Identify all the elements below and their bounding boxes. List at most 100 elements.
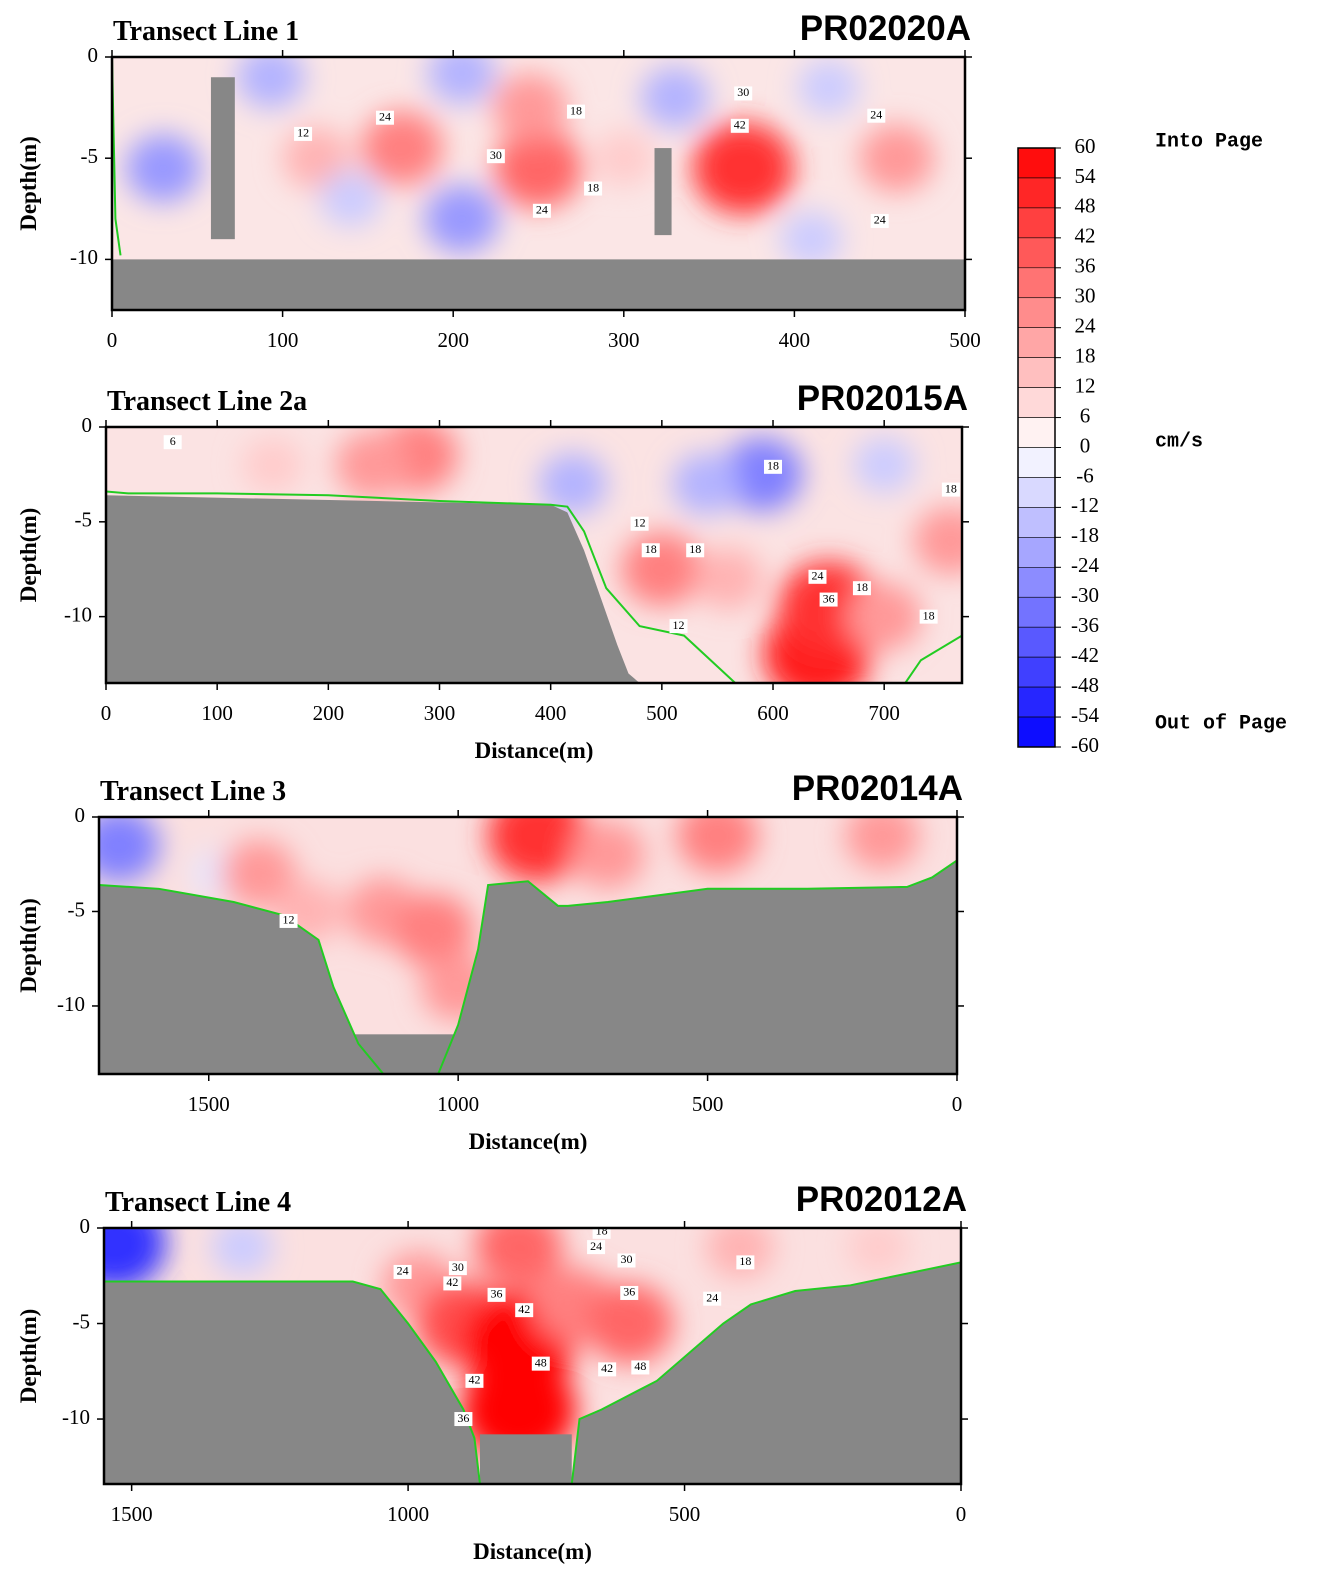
velocity-patch [913,506,962,575]
y-tick-label: 0 [75,803,86,827]
contour-label: 12 [673,618,685,632]
run-id: PR02020A [800,9,971,48]
velocity-patch [335,430,411,499]
velocity-patch [846,582,922,651]
x-tick-label: 0 [956,1502,967,1526]
contour-label-box [515,1303,534,1318]
colorbar-frame [1017,147,1056,748]
contour-label-box [487,1287,506,1302]
colorbar-bin [1017,656,1056,688]
velocity-patch [780,211,843,268]
contour-label-box [852,581,871,596]
colorbar-tick-label: 18 [1075,343,1096,367]
contour-label-box [465,1373,484,1388]
colorbar-bin [1017,237,1056,269]
y-tick-label: -10 [57,992,85,1016]
y-tick-label: -5 [73,1309,91,1333]
y-tick-label: 0 [80,1214,91,1238]
field-blur [125,57,935,268]
colorbar-bin [1017,147,1056,179]
velocity-patch [236,57,305,109]
x-tick-label: 300 [424,701,456,725]
contour-label: 36 [623,1285,635,1299]
contour-label: 18 [587,180,599,194]
colorbar-bin [1017,566,1056,598]
contour-label-box [375,110,394,125]
velocity-patch [424,184,500,253]
contour-label: 12 [634,515,646,529]
colorbar-tick-label: -30 [1071,583,1099,607]
velocity-patch [570,820,646,889]
contour-label: 24 [811,569,823,583]
colorbar-bin [1017,327,1056,358]
contour-label: 18 [945,481,957,495]
contour-label: 42 [734,118,746,132]
colorbar-tick-label: -42 [1071,643,1099,667]
colorbar-bin [1017,207,1056,239]
y-tick-label: 0 [82,413,93,437]
contour-label: 18 [645,542,657,556]
colorbar-tick-label: 6 [1080,403,1091,427]
run-id: PR02012A [796,1180,967,1219]
colorbar-top-label: Into Page [1155,130,1263,153]
colorbar-bin [1017,447,1056,478]
velocity-patch [104,1228,166,1290]
contour-label-box [279,913,298,928]
x-tick-label: 500 [646,701,678,725]
x-tick-label: 600 [757,701,789,725]
contour-label: 48 [634,1359,646,1373]
x-axis-label: Distance(m) [473,1539,592,1564]
contour-label: 30 [620,1252,632,1266]
field-blur [241,427,962,683]
contour-label-box [584,181,603,196]
run-id: PR02014A [792,769,963,808]
contour-label-box [941,482,960,497]
contour-label: 36 [823,591,835,605]
velocity-patch [844,817,920,870]
velocity-patch [241,436,304,493]
contour-label-box [730,118,749,133]
chart-title: Transect Line 2a [107,386,307,417]
x-tick-label: 500 [669,1502,701,1526]
colorbar-bin [1017,537,1056,568]
contour-label-box [734,86,753,101]
velocity-patch [487,817,589,882]
colorbar-tick-label: 42 [1075,224,1096,248]
chart-title: Transect Line 4 [105,1187,291,1218]
x-tick-label: 1000 [387,1502,429,1526]
contour-label-box [531,1356,550,1371]
contour-label-box [808,569,827,584]
contour-label: 18 [856,580,868,594]
contour-label-box [669,619,688,634]
colorbar-tick-label: -12 [1071,493,1099,517]
contour-label-box [703,1291,722,1306]
x-tick-label: 100 [267,328,299,352]
colorbar-tick-label: -54 [1071,703,1099,727]
contour-label-box [598,1362,617,1377]
colorbar-tick-label: -6 [1076,463,1094,487]
y-tick-label: -10 [70,245,98,269]
velocity-patch [492,73,568,142]
colorbar-bin [1017,596,1056,628]
contour-label: 18 [570,103,582,117]
contour-label-box [870,213,889,228]
contour-label-box [454,1412,473,1427]
velocity-patch [211,1228,274,1276]
velocity-patch [361,111,443,186]
velocity-patch [847,1228,909,1276]
colorbar-bin [1017,417,1056,448]
contour-label-box [443,1276,462,1291]
velocity-patch [859,124,935,193]
velocity-patch [320,170,382,227]
x-axis-label: Distance(m) [475,738,594,763]
velocity-patch [494,128,583,209]
contour-label-box [587,1240,606,1255]
contour-label: 6 [170,434,176,448]
colorbar-tick-label: -24 [1071,553,1099,577]
y-axis-label: Depth(m) [16,1309,41,1404]
contour-label: 30 [737,85,749,99]
chart-title: Transect Line 1 [113,16,299,47]
velocity-patch [125,134,201,203]
contour-label: 42 [446,1275,458,1289]
